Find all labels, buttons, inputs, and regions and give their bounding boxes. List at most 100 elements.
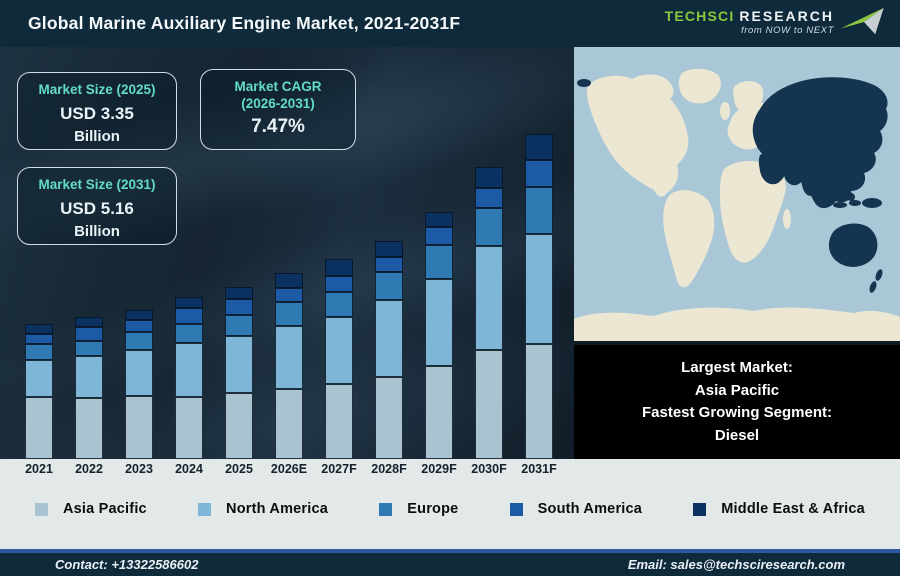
- bar-segment-north-america: [225, 336, 253, 393]
- legend-swatch-europe: [379, 502, 393, 516]
- bars-layer: [0, 47, 574, 459]
- region-japan-highlighted: [849, 124, 861, 146]
- stat-box-market-size-2025: Market Size (2025) USD 3.35 Billion: [17, 72, 177, 150]
- bar-segment-south-america: [525, 160, 553, 187]
- logo-arrow-icon: [840, 7, 884, 35]
- x-axis-labels: 2021 2022 2023 2024 2025 2026E 2027F 2028F 2029F…: [0, 459, 574, 481]
- x-axis-label-2025: 2025: [225, 462, 253, 476]
- region-antarctica: [574, 307, 900, 341]
- page-title: Global Marine Auxiliary Engine Market, 2…: [28, 13, 461, 33]
- bar-segment-south-america: [275, 288, 303, 302]
- bar-segment-middle-east-africa: [75, 317, 103, 327]
- bar-segment-europe: [375, 272, 403, 300]
- x-axis-label-2031f: 2031F: [521, 462, 557, 476]
- bar-segment-north-america: [25, 360, 53, 397]
- bar-segment-asia-pacific: [325, 384, 353, 459]
- x-axis-label-2022: 2022: [75, 462, 103, 476]
- chart-area: Market Size (2025) USD 3.35 Billion Mark…: [0, 47, 574, 459]
- region-indonesia-highlighted: [818, 189, 882, 208]
- bar-segment-south-america: [325, 276, 353, 292]
- region-philippines-highlighted: [838, 169, 846, 185]
- legend-swatch-south-america: [509, 502, 523, 516]
- stat-unit: Billion: [74, 127, 120, 145]
- region-arabia-highlighted: [758, 151, 788, 185]
- region-india-highlighted: [796, 155, 824, 196]
- x-axis-label-2030f: 2030F: [471, 462, 507, 476]
- legend-swatch-middle-east-africa: [693, 502, 707, 516]
- legend-item-south-america: South America: [509, 501, 643, 517]
- header-bar: Global Marine Auxiliary Engine Market, 2…: [0, 0, 900, 47]
- x-axis-label-2028f: 2028F: [371, 462, 407, 476]
- bar-segment-south-america: [25, 334, 53, 344]
- contact-email: Email: sales@techsciresearch.com: [627, 557, 845, 572]
- x-axis-label-2027f: 2027F: [321, 462, 357, 476]
- bar-segment-asia-pacific: [75, 398, 103, 459]
- bar-segment-europe: [125, 332, 153, 350]
- contact-phone: Contact: +13322586602: [55, 557, 199, 572]
- region-south-america: [663, 190, 715, 288]
- bar-segment-north-america: [525, 234, 553, 344]
- bottom-strip: 2021 2022 2023 2024 2025 2026E 2027F 2028F 2029F…: [0, 459, 900, 549]
- bar-segment-asia-pacific: [25, 397, 53, 459]
- bar-segment-north-america: [275, 326, 303, 389]
- bar-segment-north-america: [425, 279, 453, 366]
- bar-segment-asia-pacific: [225, 393, 253, 459]
- stat-value: USD 3.35: [60, 103, 134, 123]
- bar-segment-north-america: [175, 343, 203, 397]
- bar-2031f: [525, 134, 553, 459]
- bar-segment-middle-east-africa: [125, 310, 153, 320]
- region-east-russia-sliver-highlighted: [577, 79, 591, 87]
- legend-swatch-asia-pacific: [35, 502, 48, 516]
- region-australia-highlighted: [828, 223, 878, 267]
- callout-line-fastest-segment-value: Diesel: [714, 426, 760, 444]
- bar-segment-middle-east-africa: [25, 324, 53, 334]
- stat-label: Market Size (2031): [38, 177, 156, 192]
- logo-brand-primary: TechSci: [664, 8, 735, 24]
- logo-tagline: from NOW to NEXT: [741, 25, 834, 36]
- bar-segment-asia-pacific: [375, 377, 403, 459]
- bar-segment-middle-east-africa: [375, 241, 403, 257]
- bar-segment-europe: [75, 341, 103, 356]
- bar-segment-asia-pacific: [175, 397, 203, 459]
- stat-unit: Billion: [74, 222, 120, 240]
- bar-segment-south-america: [75, 327, 103, 341]
- bar-segment-middle-east-africa: [425, 212, 453, 227]
- region-north-america: [586, 74, 689, 197]
- callout-line-largest-market-value: Asia Pacific: [694, 381, 780, 399]
- bar-segment-south-america: [125, 320, 153, 332]
- logo-brand-secondary: Research: [739, 8, 834, 24]
- bar-segment-europe: [475, 208, 503, 246]
- logo-text: TechSci Research from NOW to NEXT: [665, 8, 834, 36]
- bar-2022: [75, 317, 103, 459]
- legend-label-middle-east-africa: Middle East & Africa: [721, 501, 865, 517]
- legend-label-south-america: South America: [537, 501, 643, 517]
- legend-label-north-america: North America: [226, 501, 329, 517]
- stat-sublabel: (2026-2031): [241, 95, 315, 111]
- region-new-zealand-highlighted: [875, 269, 883, 281]
- bar-segment-north-america: [375, 300, 403, 377]
- x-axis-label-2026e: 2026E: [270, 462, 308, 476]
- world-map-svg: [574, 47, 900, 341]
- stat-label: Market CAGR: [234, 79, 322, 94]
- legend-item-asia-pacific: Asia Pacific: [35, 501, 147, 517]
- bar-segment-asia-pacific: [525, 344, 553, 459]
- legend-swatch-north-america: [198, 502, 212, 516]
- bar-segment-south-america: [225, 299, 253, 315]
- bar-2021: [25, 324, 53, 459]
- x-axis-label-2021: 2021: [25, 462, 53, 476]
- bar-segment-south-america: [475, 188, 503, 208]
- region-new-zealand-highlighted: [869, 281, 877, 293]
- bar-segment-europe: [225, 315, 253, 336]
- bar-segment-south-america: [425, 227, 453, 245]
- bar-segment-south-america: [375, 257, 403, 272]
- bar-segment-asia-pacific: [425, 366, 453, 459]
- world-map: [574, 47, 900, 341]
- divider-line: [0, 549, 900, 553]
- bar-segment-middle-east-africa: [325, 259, 353, 276]
- legend-item-europe: Europe: [379, 501, 458, 517]
- region-japan-highlighted: [858, 112, 866, 124]
- bar-segment-middle-east-africa: [525, 134, 553, 160]
- bar-segment-middle-east-africa: [275, 273, 303, 288]
- bar-2023: [125, 310, 153, 459]
